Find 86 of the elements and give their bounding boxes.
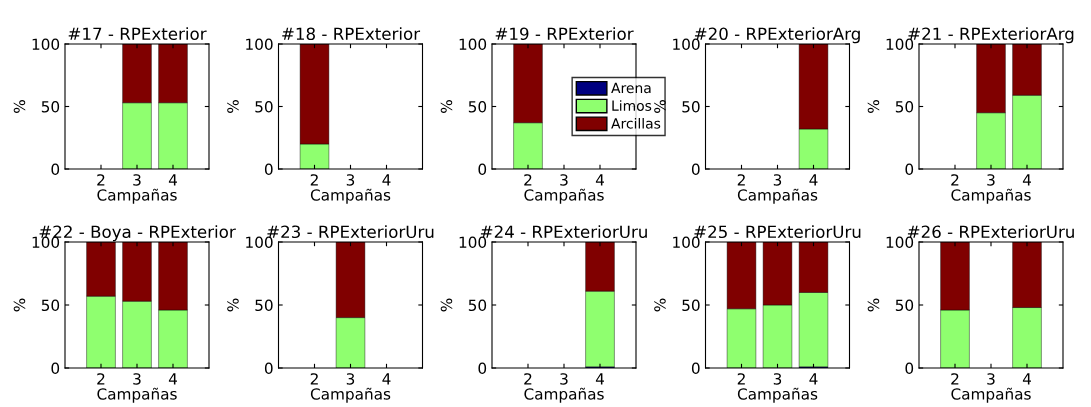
y-tick-label: 0 xyxy=(691,163,700,176)
x-tick-label: 3 xyxy=(346,174,355,186)
y-axis-title: % xyxy=(13,298,26,312)
x-tick-label: 2 xyxy=(951,373,959,385)
y-tick-label: 100 xyxy=(246,38,273,51)
chart-title: #17 - RPExterior xyxy=(68,27,207,41)
y-tick-label: 50 xyxy=(468,100,487,113)
y-tick-label: 50 xyxy=(255,100,273,113)
x-axis-title: Campañas xyxy=(310,387,391,403)
y-axis-title: % xyxy=(13,100,26,113)
x-tick-label: 3 xyxy=(346,373,355,385)
y-tick-label: 50 xyxy=(255,299,273,312)
x-tick-label: 2 xyxy=(524,174,532,186)
y-axis-title: % xyxy=(227,100,239,113)
chart-title: #18 - RPExterior xyxy=(282,27,421,41)
y-tick-label: 0 xyxy=(478,362,487,375)
x-tick-label: 3 xyxy=(560,373,568,385)
chart-title: #23 - RPExteriorUru xyxy=(267,225,434,239)
x-tick-label: 2 xyxy=(951,174,959,186)
x-tick-label: 2 xyxy=(97,174,105,186)
legend-label: Arena xyxy=(611,82,651,94)
y-tick-label: 50 xyxy=(41,299,60,312)
y-axis-title: % xyxy=(440,100,453,113)
y-tick-label: 0 xyxy=(905,163,914,176)
x-tick-label: 3 xyxy=(560,174,568,186)
y-tick-label: 0 xyxy=(691,362,700,375)
x-tick-label: 3 xyxy=(987,174,995,186)
y-tick-label: 50 xyxy=(682,299,700,312)
x-axis-title: Campañas xyxy=(951,188,1031,204)
x-tick-label: 4 xyxy=(1022,174,1031,186)
x-tick-label: 3 xyxy=(987,373,995,385)
x-tick-label: 3 xyxy=(133,373,141,385)
y-tick-label: 100 xyxy=(459,38,487,51)
legend-label: Limos xyxy=(612,100,652,111)
y-axis-title: % xyxy=(440,298,453,312)
x-tick-label: 4 xyxy=(168,373,177,385)
y-tick-label: 0 xyxy=(264,362,273,375)
y-tick-label: 50 xyxy=(895,299,914,312)
legend-label: Arcillas xyxy=(611,117,661,129)
x-tick-label: 3 xyxy=(133,174,141,186)
x-axis-title: Campañas xyxy=(951,387,1031,403)
x-tick-label: 4 xyxy=(809,373,818,385)
y-tick-label: 100 xyxy=(886,236,914,249)
x-axis-title: Campañas xyxy=(97,188,177,204)
x-tick-label: 3 xyxy=(773,174,782,186)
y-axis-title: % xyxy=(227,298,239,312)
x-tick-label: 2 xyxy=(524,373,532,385)
y-axis-title: % xyxy=(867,100,880,113)
x-tick-label: 2 xyxy=(310,174,318,186)
x-tick-label: 2 xyxy=(97,373,105,385)
x-tick-label: 4 xyxy=(809,174,818,186)
y-tick-label: 0 xyxy=(264,163,273,176)
y-tick-label: 100 xyxy=(673,236,700,249)
x-tick-label: 4 xyxy=(168,174,177,186)
y-tick-label: 0 xyxy=(905,362,914,375)
x-tick-label: 4 xyxy=(595,174,604,186)
y-tick-label: 100 xyxy=(32,38,60,51)
x-tick-label: 2 xyxy=(737,174,745,186)
x-tick-label: 4 xyxy=(382,373,391,385)
y-axis-title: % xyxy=(654,100,666,113)
y-tick-label: 50 xyxy=(895,100,914,113)
y-axis-title: % xyxy=(867,298,880,312)
chart-title: #19 - RPExterior xyxy=(495,27,634,41)
y-tick-label: 100 xyxy=(459,236,487,249)
x-axis-title: Campañas xyxy=(310,188,391,204)
x-axis-title: Campañas xyxy=(524,188,604,204)
y-tick-label: 50 xyxy=(682,100,700,113)
y-tick-label: 100 xyxy=(32,236,60,249)
chart-title: #25 - RPExteriorUru xyxy=(694,225,861,239)
x-tick-label: 3 xyxy=(773,373,782,385)
x-tick-label: 2 xyxy=(737,373,745,385)
x-axis-title: Campañas xyxy=(737,387,818,403)
y-axis-title: % xyxy=(654,298,666,312)
y-tick-label: 50 xyxy=(41,100,60,113)
x-axis-title: Campañas xyxy=(737,188,818,204)
y-tick-label: 50 xyxy=(468,299,487,312)
x-tick-label: 4 xyxy=(382,174,391,186)
y-tick-label: 0 xyxy=(51,362,60,375)
x-tick-label: 4 xyxy=(595,373,604,385)
y-tick-label: 0 xyxy=(478,163,487,176)
x-tick-label: 4 xyxy=(1022,373,1031,385)
y-tick-label: 0 xyxy=(51,163,60,176)
x-tick-label: 2 xyxy=(310,373,318,385)
y-tick-label: 100 xyxy=(246,236,273,249)
x-axis-title: Campañas xyxy=(97,387,177,403)
x-axis-title: Campañas xyxy=(524,387,604,403)
